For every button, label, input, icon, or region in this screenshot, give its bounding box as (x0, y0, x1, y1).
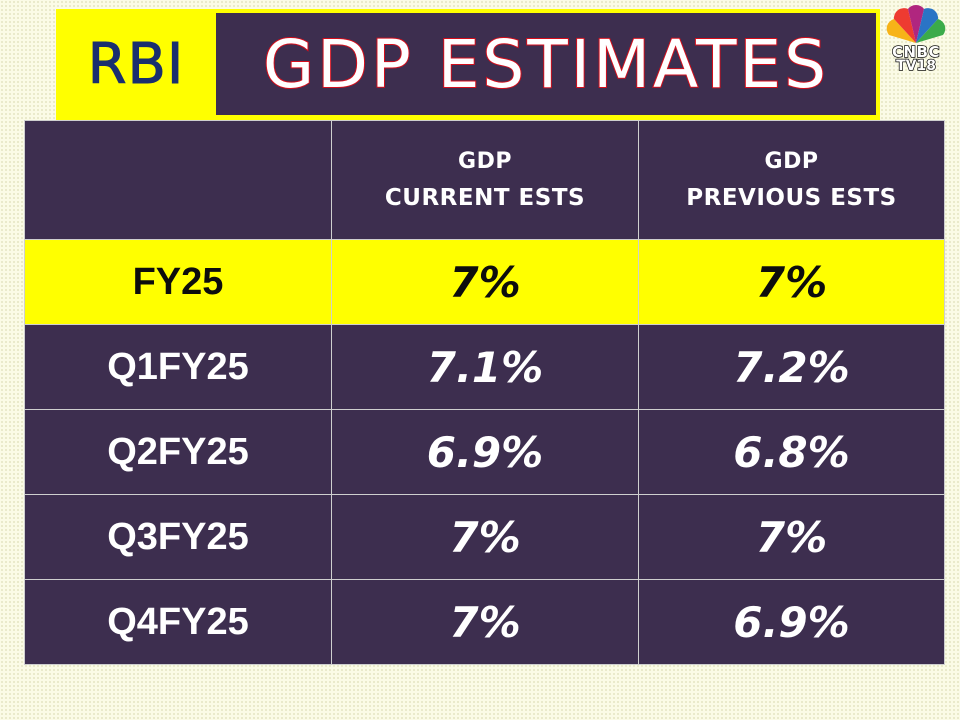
header-current-ests: GDP CURRENT ESTS (331, 120, 639, 240)
table-row: Q3FY25 7% 7% (24, 494, 945, 580)
previous-value: 6.8% (638, 409, 945, 495)
header-previous-line1: GDP (764, 149, 819, 174)
header-current-line1: GDP (458, 149, 512, 174)
table-row: FY25 7% 7% (24, 239, 945, 325)
previous-value: 7% (638, 239, 945, 325)
table-row: Q2FY25 6.9% 6.8% (24, 409, 945, 495)
logo-cnbc-text: CNBC (891, 42, 940, 62)
header-previous-line2: PREVIOUS ESTS (686, 185, 897, 211)
row-label: Q1FY25 (24, 324, 332, 410)
row-label: FY25 (24, 239, 332, 325)
current-value: 7% (331, 494, 639, 580)
previous-value: 7% (638, 494, 945, 580)
current-value: 6.9% (331, 409, 639, 495)
page-title: GDP ESTIMATES (262, 25, 829, 104)
row-label: Q3FY25 (24, 494, 332, 580)
rbi-badge: RBI (87, 32, 185, 98)
current-value: 7.1% (331, 324, 639, 410)
peacock-icon (886, 5, 946, 43)
title-box: GDP ESTIMATES (216, 13, 876, 115)
title-banner: RBI GDP ESTIMATES (56, 9, 880, 120)
cnbc-tv18-logo: CNBC TV18 (876, 3, 956, 77)
current-value: 7% (331, 579, 639, 665)
table-row: Q4FY25 7% 6.9% (24, 579, 945, 665)
header-empty-cell (24, 120, 332, 240)
previous-value: 7.2% (638, 324, 945, 410)
row-label: Q2FY25 (24, 409, 332, 495)
gdp-estimates-table: GDP CURRENT ESTS GDP PREVIOUS ESTS FY25 … (24, 120, 945, 665)
header-current-line2: CURRENT ESTS (384, 185, 586, 211)
row-label: Q4FY25 (24, 579, 332, 665)
table-header-row: GDP CURRENT ESTS GDP PREVIOUS ESTS (24, 120, 945, 240)
table-row: Q1FY25 7.1% 7.2% (24, 324, 945, 410)
current-value: 7% (331, 239, 639, 325)
header-previous-ests: GDP PREVIOUS ESTS (638, 120, 945, 240)
previous-value: 6.9% (638, 579, 945, 665)
logo-tv18-text: TV18 (895, 57, 936, 75)
